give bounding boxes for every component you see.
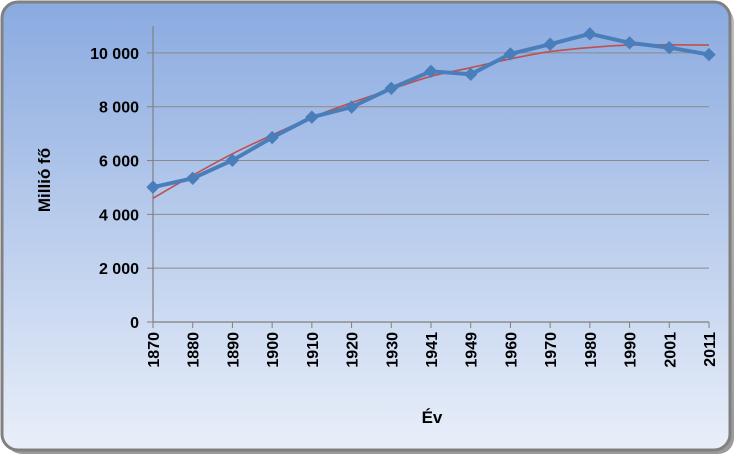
data-point-marker [662, 40, 676, 55]
x-tick-label: 1870 [146, 332, 163, 368]
data-point-marker [344, 100, 359, 114]
x-tick-label: 1880 [186, 332, 203, 368]
y-tick-label: 6 000 [99, 154, 139, 171]
x-tick-label: 1990 [623, 332, 640, 368]
x-tick-label: 2001 [662, 332, 679, 368]
data-point-marker [146, 180, 160, 194]
x-tick-label: 1900 [265, 332, 282, 368]
x-tick-labels: 1870 1880 1890 1900 1910 1920 1930 1941 1949 1960… [146, 332, 719, 368]
x-tick-label: 1949 [464, 332, 481, 368]
data-point-marker [225, 153, 240, 168]
y-tick-label: 10 000 [90, 46, 139, 63]
data-point-marker [464, 67, 478, 82]
data-point-marker [543, 37, 557, 51]
x-tick-label: 1980 [583, 332, 600, 368]
x-tick-label: 1970 [543, 332, 560, 368]
x-tick-label: 1960 [503, 332, 520, 368]
series-layer [146, 27, 716, 199]
y-tick-labels: 0 2 000 4 000 6 000 8 000 10 000 [90, 46, 139, 332]
x-tick-label: 1890 [225, 332, 242, 368]
y-tick-label: 8 000 [99, 100, 139, 117]
data-point-marker [622, 36, 637, 50]
data-point-marker [384, 81, 398, 96]
x-tick-label: 1910 [305, 332, 322, 368]
x-tick-label: 1930 [384, 332, 401, 368]
x-axis-title: Év [422, 408, 443, 427]
data-point-marker [702, 47, 716, 62]
x-tick-label: 1920 [345, 332, 362, 368]
data-point-marker [305, 110, 319, 124]
x-tick-label: 1941 [424, 332, 441, 368]
y-axis-title: Millió fő [35, 148, 54, 212]
data-point-marker [583, 27, 597, 41]
axes [147, 26, 710, 328]
x-tick-label: 2011 [702, 332, 719, 367]
y-tick-label: 4 000 [99, 207, 139, 224]
data-point-marker [265, 130, 279, 145]
y-tick-label: 2 000 [99, 261, 139, 278]
gridlines [153, 52, 709, 269]
data-point-marker [503, 47, 518, 61]
data-point-marker [186, 171, 200, 186]
y-tick-label: 0 [130, 315, 139, 332]
data-point-marker [424, 64, 438, 79]
